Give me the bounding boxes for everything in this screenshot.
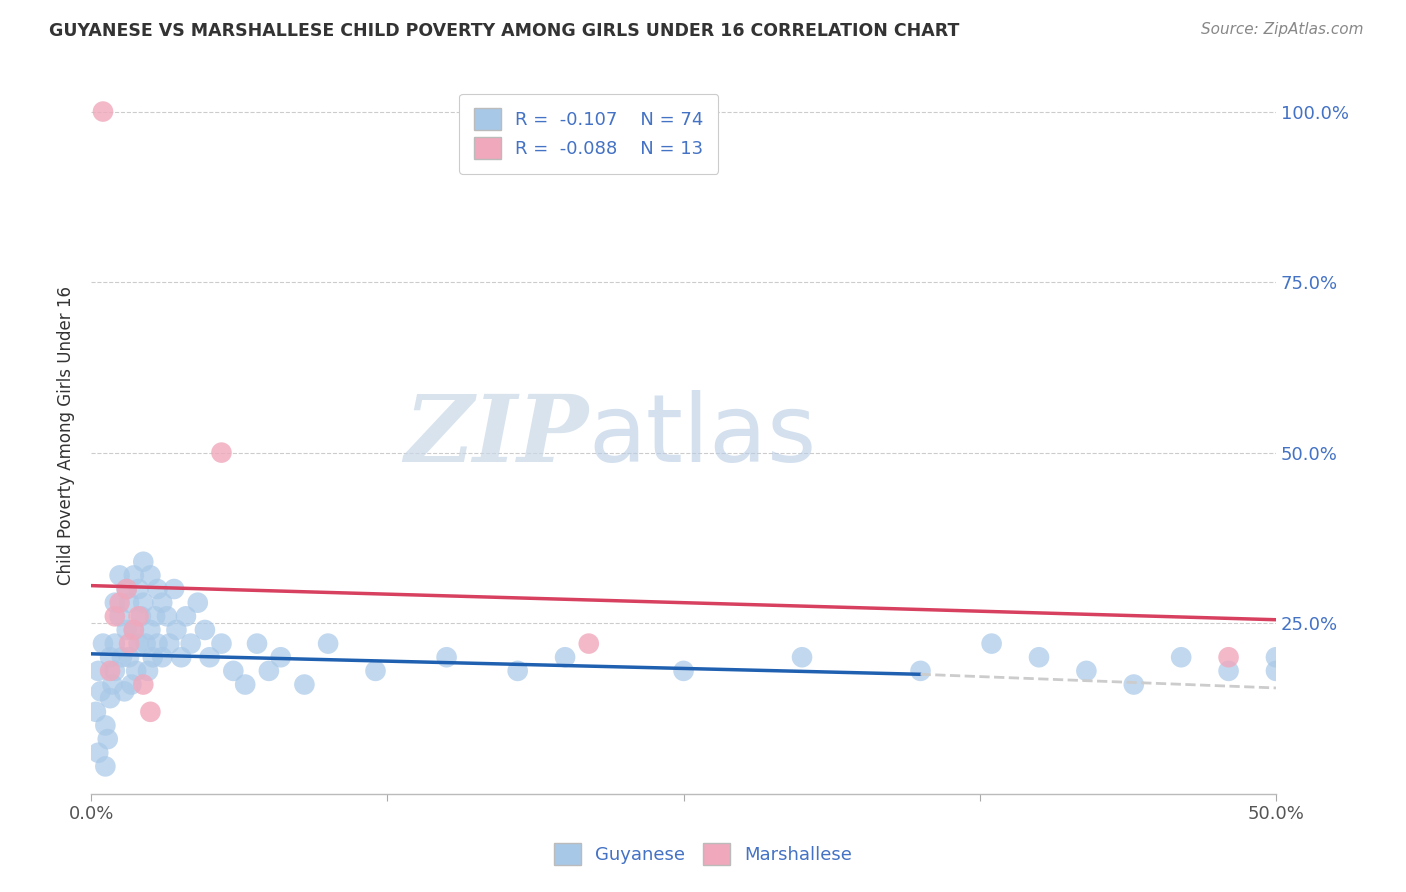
Point — [156, 609, 179, 624]
Point — [112, 684, 135, 698]
Point — [222, 664, 245, 678]
Y-axis label: Child Poverty Among Girls Under 16: Child Poverty Among Girls Under 16 — [58, 286, 75, 585]
Point — [180, 637, 202, 651]
Point — [104, 637, 127, 651]
Point — [115, 623, 138, 637]
Point — [146, 582, 169, 596]
Point — [174, 609, 197, 624]
Legend: Guyanese, Marshallese: Guyanese, Marshallese — [544, 834, 862, 874]
Point — [118, 596, 141, 610]
Point — [111, 650, 134, 665]
Point — [436, 650, 458, 665]
Text: Source: ZipAtlas.com: Source: ZipAtlas.com — [1201, 22, 1364, 37]
Text: atlas: atlas — [589, 390, 817, 482]
Point — [294, 677, 316, 691]
Point — [122, 623, 145, 637]
Point — [87, 746, 110, 760]
Point — [128, 637, 150, 651]
Point — [101, 677, 124, 691]
Point — [146, 637, 169, 651]
Point — [142, 650, 165, 665]
Text: ZIP: ZIP — [405, 391, 589, 481]
Point — [115, 582, 138, 596]
Point — [94, 759, 117, 773]
Point — [578, 637, 600, 651]
Point — [94, 718, 117, 732]
Point — [790, 650, 813, 665]
Point — [122, 623, 145, 637]
Point — [104, 596, 127, 610]
Point — [316, 637, 339, 651]
Legend: R =  -0.107    N = 74, R =  -0.088    N = 13: R = -0.107 N = 74, R = -0.088 N = 13 — [460, 94, 718, 174]
Point — [136, 664, 159, 678]
Point — [104, 609, 127, 624]
Point — [90, 684, 112, 698]
Point — [139, 705, 162, 719]
Point — [980, 637, 1002, 651]
Point — [270, 650, 292, 665]
Point — [233, 677, 256, 691]
Point — [91, 637, 114, 651]
Point — [150, 596, 173, 610]
Point — [129, 609, 152, 624]
Point — [246, 637, 269, 651]
Point — [1028, 650, 1050, 665]
Point — [118, 650, 141, 665]
Point — [198, 650, 221, 665]
Point — [97, 732, 120, 747]
Point — [118, 637, 141, 651]
Point — [364, 664, 387, 678]
Point — [166, 623, 188, 637]
Point — [211, 445, 233, 459]
Point — [163, 582, 186, 596]
Point — [139, 568, 162, 582]
Point — [108, 609, 131, 624]
Point — [104, 664, 127, 678]
Point — [139, 623, 162, 637]
Point — [132, 596, 155, 610]
Point — [91, 104, 114, 119]
Point — [128, 582, 150, 596]
Point — [1265, 650, 1288, 665]
Point — [108, 568, 131, 582]
Point — [1265, 664, 1288, 678]
Point — [1076, 664, 1098, 678]
Point — [554, 650, 576, 665]
Point — [84, 705, 107, 719]
Point — [672, 664, 695, 678]
Point — [170, 650, 193, 665]
Point — [506, 664, 529, 678]
Point — [194, 623, 217, 637]
Point — [98, 691, 121, 706]
Point — [157, 637, 180, 651]
Point — [135, 637, 157, 651]
Point — [132, 555, 155, 569]
Point — [87, 664, 110, 678]
Point — [98, 650, 121, 665]
Text: GUYANESE VS MARSHALLESE CHILD POVERTY AMONG GIRLS UNDER 16 CORRELATION CHART: GUYANESE VS MARSHALLESE CHILD POVERTY AM… — [49, 22, 959, 40]
Point — [910, 664, 932, 678]
Point — [150, 650, 173, 665]
Point — [125, 664, 148, 678]
Point — [98, 664, 121, 678]
Point — [187, 596, 209, 610]
Point — [1218, 664, 1240, 678]
Point — [1170, 650, 1192, 665]
Point — [257, 664, 280, 678]
Point — [108, 596, 131, 610]
Point — [120, 677, 142, 691]
Point — [143, 609, 166, 624]
Point — [1218, 650, 1240, 665]
Point — [122, 568, 145, 582]
Point — [115, 582, 138, 596]
Point — [1122, 677, 1144, 691]
Point — [211, 637, 233, 651]
Point — [128, 609, 150, 624]
Point — [132, 677, 155, 691]
